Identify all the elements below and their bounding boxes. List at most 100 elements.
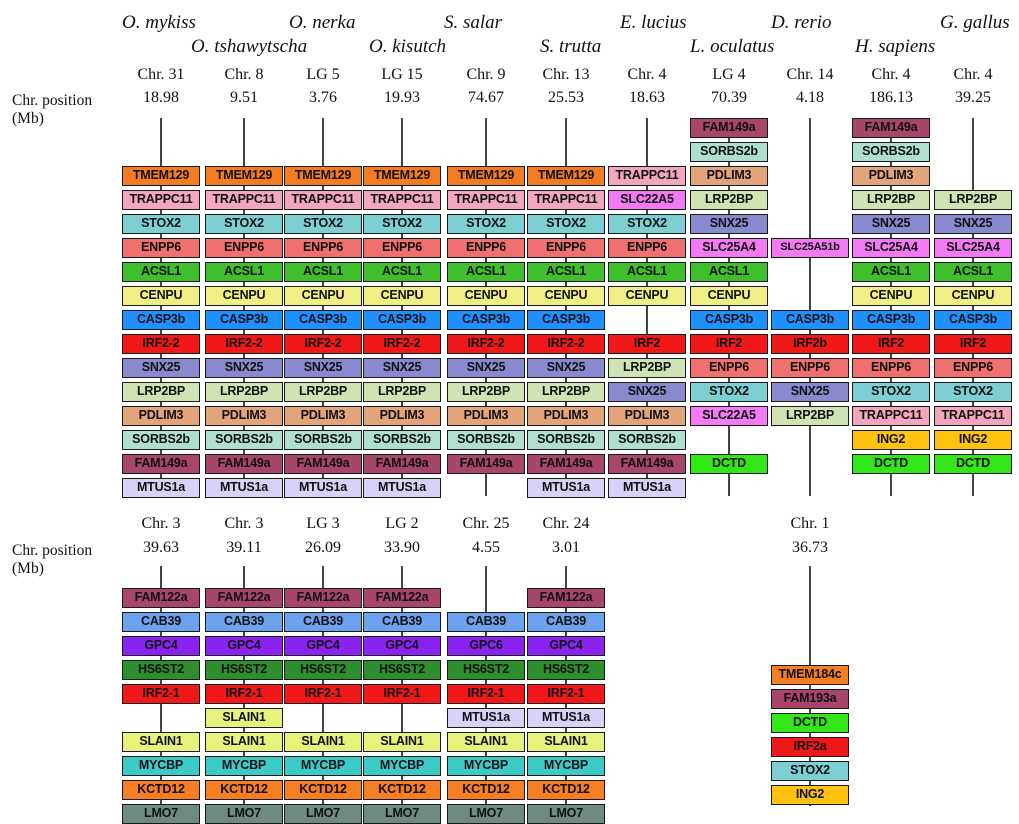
gene-box: PDLIM3 bbox=[690, 166, 768, 186]
gene-box: TMEM129 bbox=[122, 166, 200, 186]
gene-box: FAM193a bbox=[771, 689, 849, 709]
chromosome-line bbox=[565, 118, 567, 496]
gene-box: CASP3b bbox=[934, 310, 1012, 330]
gene-box: CAB39 bbox=[527, 612, 605, 632]
gene-box: CAB39 bbox=[284, 612, 362, 632]
species-name: O. tshawytscha bbox=[191, 36, 308, 57]
gene-box: ACSL1 bbox=[284, 262, 362, 282]
gene-box: TRAPPC11 bbox=[284, 190, 362, 210]
gene-box: ACSL1 bbox=[363, 262, 441, 282]
gene-box: HS6ST2 bbox=[122, 660, 200, 680]
gene-box: STOX2 bbox=[852, 382, 930, 402]
chromosome-label: Chr. 24 bbox=[542, 515, 590, 532]
gene-box: SORBS2b bbox=[852, 142, 930, 162]
chromosome-line bbox=[809, 118, 811, 496]
gene-box: PDLIM3 bbox=[447, 406, 525, 426]
chromosome-label: LG 5 bbox=[306, 66, 340, 83]
gene-box: PDLIM3 bbox=[852, 166, 930, 186]
gene-box: ENPP6 bbox=[205, 238, 283, 258]
gene-box: MYCBP bbox=[284, 756, 362, 776]
gene-box: ACSL1 bbox=[527, 262, 605, 282]
gene-box: LMO7 bbox=[527, 804, 605, 824]
gene-box: SLAIN1 bbox=[447, 732, 525, 752]
gene-box: CASP3b bbox=[527, 310, 605, 330]
species-name: E. lucius bbox=[620, 12, 687, 33]
gene-box: CASP3b bbox=[447, 310, 525, 330]
gene-box: FAM149a bbox=[447, 454, 525, 474]
gene-box: SNX25 bbox=[690, 214, 768, 234]
gene-box: ENPP6 bbox=[284, 238, 362, 258]
gene-box: ING2 bbox=[771, 785, 849, 805]
gene-box: IRF2-2 bbox=[363, 334, 441, 354]
chromosome-line bbox=[972, 118, 974, 496]
gene-box: IRF2-2 bbox=[205, 334, 283, 354]
gene-box: CASP3b bbox=[284, 310, 362, 330]
gene-box: ACSL1 bbox=[608, 262, 686, 282]
chromosome-line bbox=[401, 118, 403, 496]
gene-box: MTUS1a bbox=[122, 478, 200, 498]
chromosome-label: Chr. 13 bbox=[542, 66, 590, 83]
gene-box: CENPU bbox=[608, 286, 686, 306]
gene-box: HS6ST2 bbox=[205, 660, 283, 680]
gene-box: SORBS2b bbox=[608, 430, 686, 450]
gene-box: SORBS2b bbox=[690, 142, 768, 162]
gene-box: MYCBP bbox=[205, 756, 283, 776]
gene-box: MTUS1a bbox=[447, 708, 525, 728]
chromosome-position-label: 36.73 bbox=[792, 539, 828, 556]
chromosome-label: LG 2 bbox=[385, 515, 419, 532]
chromosome-label: LG 4 bbox=[712, 66, 746, 83]
gene-box: KCTD12 bbox=[363, 780, 441, 800]
gene-box: IRF2b bbox=[771, 334, 849, 354]
gene-box: MTUS1a bbox=[363, 478, 441, 498]
chromosome-line bbox=[243, 118, 245, 496]
gene-box: KCTD12 bbox=[527, 780, 605, 800]
gene-box: STOX2 bbox=[447, 214, 525, 234]
gene-box: FAM122a bbox=[205, 588, 283, 608]
gene-box: IRF2-1 bbox=[205, 684, 283, 704]
chromosome-label: Chr. 4 bbox=[953, 66, 993, 83]
gene-box: CENPU bbox=[205, 286, 283, 306]
gene-box: MYCBP bbox=[447, 756, 525, 776]
gene-box: SLAIN1 bbox=[122, 732, 200, 752]
chromosome-position-label: 25.53 bbox=[548, 89, 584, 106]
gene-box: SLC25A51b bbox=[771, 238, 849, 258]
gene-box: MYCBP bbox=[122, 756, 200, 776]
chromosome-position-label: 26.09 bbox=[305, 539, 341, 556]
gene-box: IRF2-2 bbox=[527, 334, 605, 354]
gene-box: SORBS2b bbox=[447, 430, 525, 450]
gene-box: LMO7 bbox=[447, 804, 525, 824]
gene-box: IRF2-1 bbox=[122, 684, 200, 704]
gene-box: IRF2-2 bbox=[447, 334, 525, 354]
species-name: O. mykiss bbox=[122, 12, 196, 33]
gene-box: STOX2 bbox=[205, 214, 283, 234]
gene-box: CENPU bbox=[284, 286, 362, 306]
chromosome-position-label: 18.63 bbox=[629, 89, 665, 106]
gene-box: IRF2-1 bbox=[447, 684, 525, 704]
gene-box: HS6ST2 bbox=[527, 660, 605, 680]
gene-box: HS6ST2 bbox=[363, 660, 441, 680]
gene-box: LMO7 bbox=[205, 804, 283, 824]
gene-box: FAM149a bbox=[284, 454, 362, 474]
chromosome-line bbox=[890, 118, 892, 496]
row-header-line1: Chr. position bbox=[12, 92, 93, 109]
chromosome-line bbox=[646, 118, 648, 496]
chromosome-position-label: 74.67 bbox=[468, 89, 504, 106]
chromosome-position-label: 186.13 bbox=[869, 89, 913, 106]
gene-box: PDLIM3 bbox=[205, 406, 283, 426]
gene-box: SNX25 bbox=[934, 214, 1012, 234]
gene-box: PDLIM3 bbox=[122, 406, 200, 426]
gene-box: IRF2a bbox=[771, 737, 849, 757]
chromosome-label: Chr. 3 bbox=[224, 515, 264, 532]
gene-box: IRF2-1 bbox=[284, 684, 362, 704]
chromosome-position-label: 4.55 bbox=[472, 539, 500, 556]
gene-box: ACSL1 bbox=[852, 262, 930, 282]
chromosome-label: Chr. 9 bbox=[466, 66, 506, 83]
chromosome-line bbox=[160, 118, 162, 496]
chromosome-position-label: 3.01 bbox=[552, 539, 580, 556]
gene-box: CENPU bbox=[934, 286, 1012, 306]
chromosome-label: LG 15 bbox=[381, 66, 423, 83]
gene-box: LRP2BP bbox=[608, 358, 686, 378]
gene-box: SLAIN1 bbox=[527, 732, 605, 752]
gene-box: LRP2BP bbox=[447, 382, 525, 402]
